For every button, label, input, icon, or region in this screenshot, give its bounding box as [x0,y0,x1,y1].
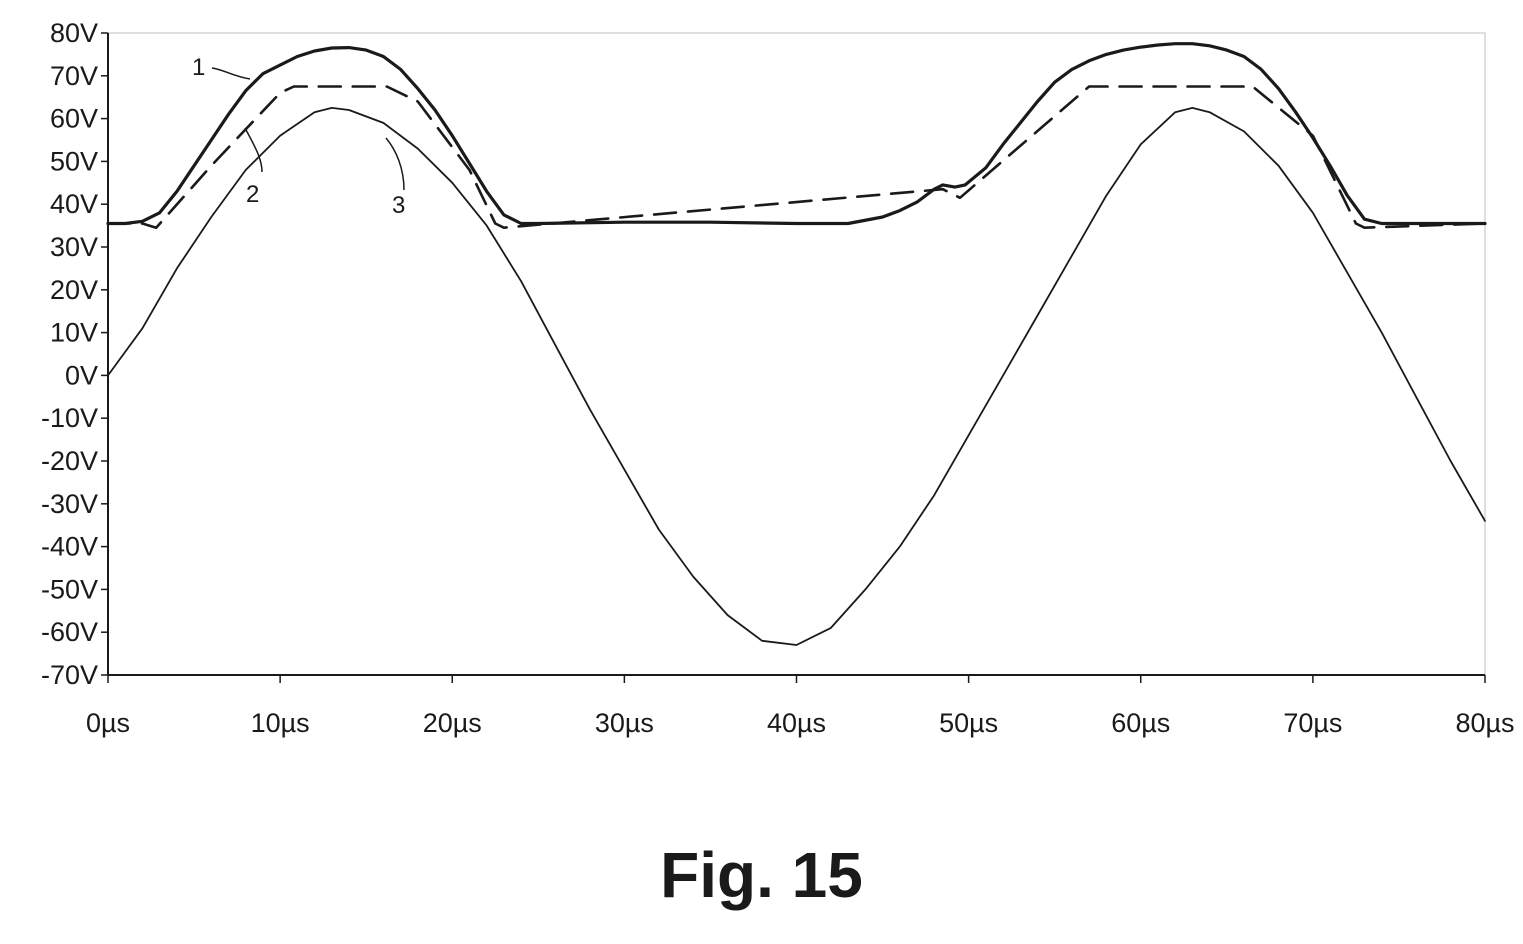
figure-caption: Fig. 15 [660,839,863,911]
series-label-2: 2 [246,181,259,208]
y-tick-label: -30V [41,489,98,519]
y-tick-label: -10V [41,403,98,433]
y-tick-label: 50V [50,146,98,176]
y-tick-label: -20V [41,446,98,476]
series-line-1 [106,42,1487,226]
x-tick-label: 0µs [86,708,130,738]
x-tick-label: 50µs [939,708,998,738]
voltage-chart: 80V 70V 60V 50V 40V 30V 20V 10V 0V -10V -20V -30V -4… [41,18,1515,738]
x-tick-label: 30µs [595,708,654,738]
callout-leader-1 [211,67,251,80]
y-tick-label: 80V [50,18,98,48]
series-line-3 [107,107,1486,646]
y-tick-label: -60V [41,617,98,647]
series-label-1: 1 [192,54,205,81]
y-tick-label: -50V [41,574,98,604]
x-tick-label: 40µs [767,708,826,738]
y-axis-ticks: 80V 70V 60V 50V 40V 30V 20V 10V 0V -10V -20V -30V -4… [41,18,108,690]
x-tick-label: 10µs [251,708,310,738]
y-tick-label: 10V [50,318,98,348]
plot-frame [107,32,1486,676]
y-tick-label: 70V [50,61,98,91]
y-tick-label: -70V [41,660,98,690]
x-axis-ticks: 0µs 10µs 20µs 30µs 40µs 50µs 60µs 70µs 80µs [86,675,1515,738]
x-tick-label: 70µs [1283,708,1342,738]
callout-leader-2 [244,127,263,173]
x-tick-label: 20µs [423,708,482,738]
y-tick-label: 40V [50,189,98,219]
series-layer [106,42,1487,646]
y-tick-label: -40V [41,532,98,562]
y-tick-label: 0V [65,360,98,390]
x-tick-label: 80µs [1455,708,1514,738]
callout-leader-3 [385,137,405,191]
series-callouts: 1 2 3 [192,54,405,219]
y-tick-label: 20V [50,275,98,305]
y-tick-label: 30V [50,232,98,262]
series-label-3: 3 [392,192,405,219]
x-tick-label: 60µs [1111,708,1170,738]
y-tick-label: 60V [50,104,98,134]
series-line-2 [106,85,1487,229]
